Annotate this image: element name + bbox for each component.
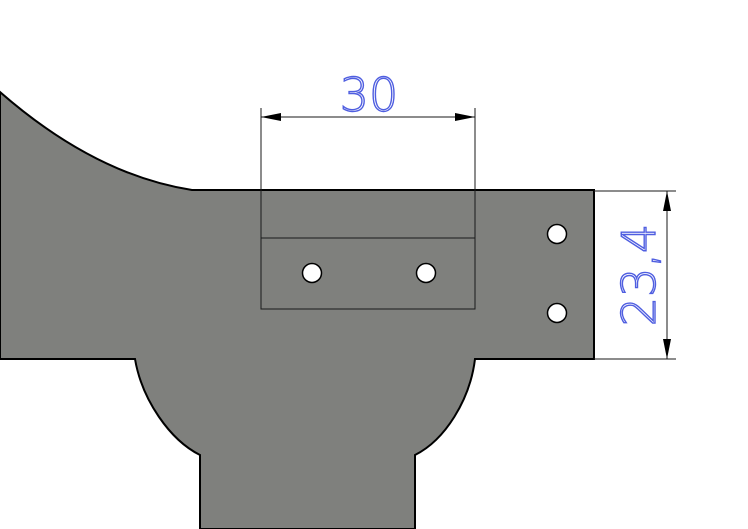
- dimension-label-height: 23,4: [612, 224, 666, 326]
- slot-rectangle: [260, 237, 476, 310]
- arrowhead-top-icon: [663, 191, 671, 211]
- arrowhead-right-icon: [455, 113, 475, 121]
- hole-top-right[interactable]: [546, 223, 568, 245]
- dimension-height[interactable]: 23,4: [594, 190, 676, 360]
- part-body[interactable]: [0, 90, 595, 529]
- hole-right-slot[interactable]: [415, 262, 437, 284]
- dimension-label-width: 30: [340, 68, 399, 122]
- hole-bottom-right[interactable]: [546, 302, 568, 324]
- hole-left-slot[interactable]: [301, 262, 323, 284]
- arrowhead-bottom-icon: [663, 339, 671, 359]
- dimension-width[interactable]: 30: [260, 67, 476, 238]
- arrowhead-left-icon: [261, 113, 281, 121]
